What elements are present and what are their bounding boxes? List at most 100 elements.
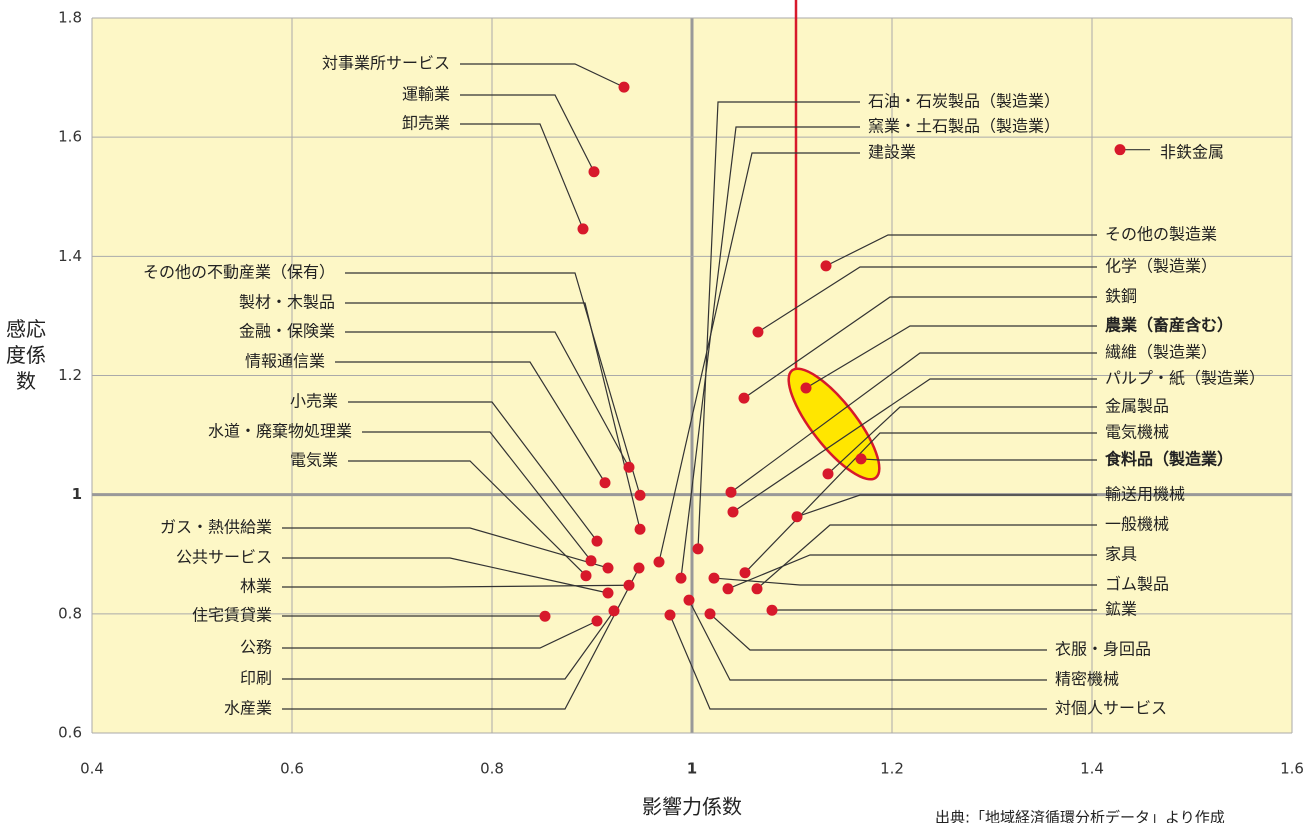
point-label: 衣服・身回品 [1055, 640, 1151, 659]
point [727, 506, 739, 518]
point [751, 583, 763, 595]
point-label: 繊維（製造業） [1105, 343, 1217, 362]
leader-line [345, 272, 641, 496]
point-label: 林業 [240, 577, 272, 596]
point [634, 489, 646, 501]
x-tick-label: 0.4 [80, 760, 104, 778]
leader-line [348, 401, 598, 542]
point-label: 金融・保険業 [239, 322, 335, 341]
leader-line [362, 431, 592, 562]
point [722, 583, 734, 595]
x-tick-label: 1.2 [880, 760, 904, 778]
point-label: 非鉄金属 [1160, 143, 1224, 162]
leader-line [348, 460, 587, 577]
point [1114, 144, 1126, 156]
x-axis-label: 影響力係数 [642, 795, 742, 819]
point [539, 610, 551, 622]
leader-line [658, 152, 860, 563]
source-note: 出典:「地域経済循環分析データ」より作成 [935, 809, 1225, 823]
point-label: 対事業所サービス [322, 54, 450, 73]
point-label: ゴム製品 [1105, 575, 1169, 594]
leader-line [860, 458, 1097, 461]
point-label: 鉱業 [1105, 600, 1137, 619]
point [692, 543, 704, 555]
point [653, 556, 665, 568]
y-tick-label: 0.6 [58, 724, 82, 742]
point [591, 535, 603, 547]
point [623, 579, 635, 591]
point-label: パルプ・紙（製造業） [1105, 369, 1265, 388]
point-label: 印刷 [240, 669, 272, 688]
point-label: ガス・熱供給業 [160, 518, 272, 537]
highlight-ellipse [787, 367, 881, 481]
leader-line [460, 94, 595, 172]
point [708, 572, 720, 584]
point [588, 166, 600, 178]
point-label: 小売業 [290, 392, 338, 411]
point [820, 260, 832, 272]
point [766, 604, 778, 616]
leader-line [460, 63, 625, 88]
leader-line [730, 352, 1097, 493]
y-tick-label: 1.2 [58, 366, 82, 384]
y-axis-label: 感応度係数 [6, 317, 46, 393]
point [855, 453, 867, 465]
point-label: 建設業 [868, 143, 916, 162]
point [591, 615, 603, 627]
leader-line [743, 296, 1097, 399]
point-label: 化学（製造業） [1105, 257, 1217, 276]
point [599, 477, 611, 489]
point-label: 情報通信業 [245, 352, 325, 371]
point-label: 輸送用機械 [1105, 485, 1185, 504]
leader-line [282, 610, 615, 680]
point-label: 対個人サービス [1055, 699, 1167, 718]
point-label: 農業（畜産含む） [1105, 316, 1233, 335]
point [704, 608, 716, 620]
point [585, 555, 597, 567]
leader-line [796, 494, 1097, 518]
point-label: 家具 [1105, 545, 1137, 564]
leader-line [282, 620, 598, 649]
point-label: 卸売業 [402, 114, 450, 133]
leader-line [680, 126, 860, 579]
x-tick-label: 0.8 [480, 760, 504, 778]
leader-line [688, 599, 1047, 681]
leader-line [282, 557, 609, 594]
x-tick-label: 0.6 [280, 760, 304, 778]
point [800, 382, 812, 394]
leader-line [282, 527, 609, 569]
leader-line [709, 613, 1047, 651]
leader-line [697, 101, 860, 549]
y-tick-label: 1.6 [58, 128, 82, 146]
point-label: その他の不動産業（保有） [143, 263, 335, 282]
leader-line [732, 378, 1097, 513]
y-tick-label: 1 [72, 485, 82, 503]
point-label: 水産業 [224, 699, 272, 718]
leader-line [460, 123, 584, 230]
point [791, 511, 803, 523]
leader-lines [282, 63, 1150, 710]
leader-line [805, 325, 1097, 389]
point-label: 金属製品 [1105, 397, 1169, 416]
point-label: 石油・石炭製品（製造業） [868, 92, 1060, 111]
x-tick-label: 1.6 [1280, 760, 1304, 778]
leader-line [825, 234, 1097, 267]
point-label: 一般機械 [1105, 515, 1169, 534]
x-tick-label: 1 [687, 760, 697, 778]
point-label: 窯業・土石製品（製造業） [868, 117, 1060, 136]
leader-line [345, 331, 630, 468]
x-tick-label: 1.4 [1080, 760, 1104, 778]
point-label: 鉄鋼 [1105, 287, 1137, 306]
leader-line [713, 577, 1097, 586]
leader-line [744, 432, 1097, 574]
point-label: その他の製造業 [1105, 225, 1217, 244]
point-label: 電気業 [290, 451, 338, 470]
point [739, 567, 751, 579]
point [623, 461, 635, 473]
point [634, 523, 646, 535]
point-label: 電気機械 [1105, 423, 1169, 442]
point-label: 製材・木製品 [239, 293, 335, 312]
point [602, 562, 614, 574]
